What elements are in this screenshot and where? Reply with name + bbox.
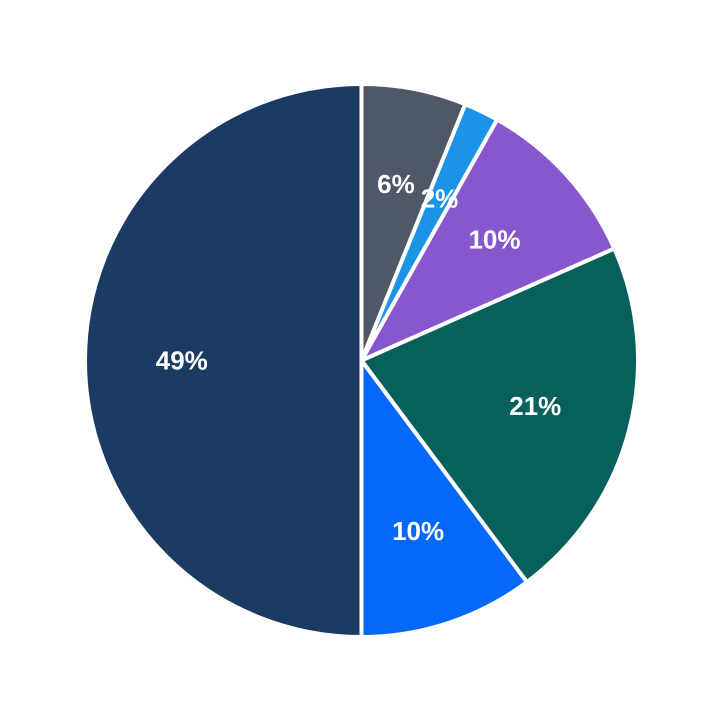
pie-slice-navy xyxy=(83,82,364,639)
pie-slice-purple xyxy=(359,117,617,363)
pie-slice-bright-blue xyxy=(359,358,529,639)
pie-slice-teal xyxy=(359,246,640,585)
